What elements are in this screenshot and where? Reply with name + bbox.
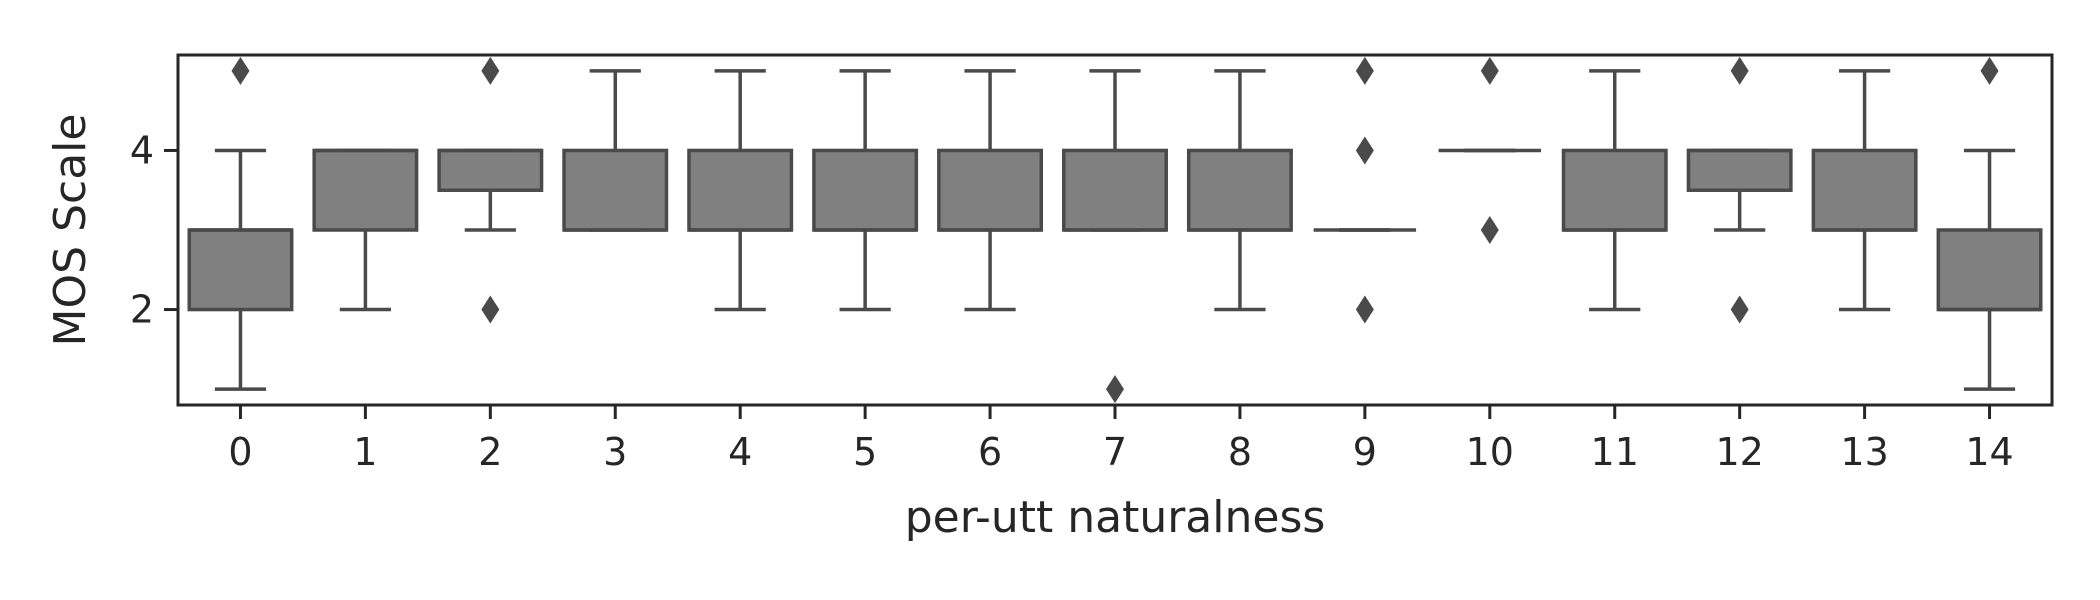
box <box>1561 148 1668 232</box>
box <box>1936 228 2043 312</box>
x-tick-label: 9 <box>1353 430 1377 474</box>
outlier-point <box>1980 56 1999 85</box>
y-axis-label: MOS Scale <box>45 114 96 347</box>
box-group-0 <box>187 56 294 391</box>
box <box>687 148 794 232</box>
box <box>562 148 669 232</box>
outlier-point <box>1480 56 1499 85</box>
x-tick-label: 6 <box>978 430 1002 474</box>
x-tick-label: 12 <box>1715 430 1763 474</box>
box-group-8 <box>1186 69 1293 312</box>
box <box>1186 148 1293 232</box>
box-group-6 <box>937 69 1044 312</box>
box-group-1 <box>312 148 419 312</box>
outlier-point <box>1355 136 1374 165</box>
x-tick-label: 8 <box>1228 430 1252 474</box>
outlier-point <box>1106 375 1124 404</box>
x-tick-label: 13 <box>1840 430 1888 474</box>
x-axis-label: per-utt naturalness <box>905 492 1326 543</box>
box-group-14 <box>1936 56 2043 391</box>
box <box>812 148 919 232</box>
x-tick-label: 10 <box>1466 430 1514 474</box>
box <box>1062 148 1168 232</box>
box <box>187 228 294 312</box>
box <box>437 148 544 192</box>
x-tick-label: 3 <box>603 430 627 474</box>
outlier-point <box>1730 56 1749 85</box>
box-group-9 <box>1313 56 1417 324</box>
x-tick-label: 7 <box>1103 430 1127 474</box>
box <box>1811 148 1918 232</box>
box-group-2 <box>437 56 544 324</box>
box-group-5 <box>812 69 919 312</box>
x-tick-label: 1 <box>353 430 377 474</box>
y-tick-label: 4 <box>130 128 154 172</box>
x-tick-label: 4 <box>728 430 752 474</box>
box-group-10 <box>1438 56 1542 244</box>
outlier-point <box>1730 295 1749 324</box>
x-tick-label: 0 <box>228 430 252 474</box>
box-group-4 <box>687 69 794 312</box>
box <box>1686 148 1793 192</box>
box-group-12 <box>1686 56 1793 324</box>
box-group-13 <box>1811 69 1918 312</box>
box <box>937 148 1044 232</box>
x-tick-label: 14 <box>1965 430 2013 474</box>
outlier-point <box>481 56 500 85</box>
box-group-3 <box>562 69 669 232</box>
box <box>312 148 419 232</box>
outlier-point <box>1480 216 1499 244</box>
outlier-point <box>1355 56 1374 85</box>
y-axis-ticks: 24 <box>130 128 178 332</box>
plot-area <box>187 56 2043 404</box>
outlier-point <box>481 295 500 324</box>
x-tick-label: 5 <box>853 430 877 474</box>
x-tick-label: 2 <box>478 430 502 474</box>
outlier-point <box>231 56 250 85</box>
box-group-7 <box>1062 69 1168 404</box>
x-tick-label: 11 <box>1591 430 1639 474</box>
x-axis-ticks: 0 1 2 3 4 5 6 7 8 9 10 11 12 13 14 <box>228 405 2014 474</box>
y-tick-label: 2 <box>130 288 154 332</box>
box-group-11 <box>1561 69 1668 312</box>
outlier-point <box>1355 295 1374 324</box>
